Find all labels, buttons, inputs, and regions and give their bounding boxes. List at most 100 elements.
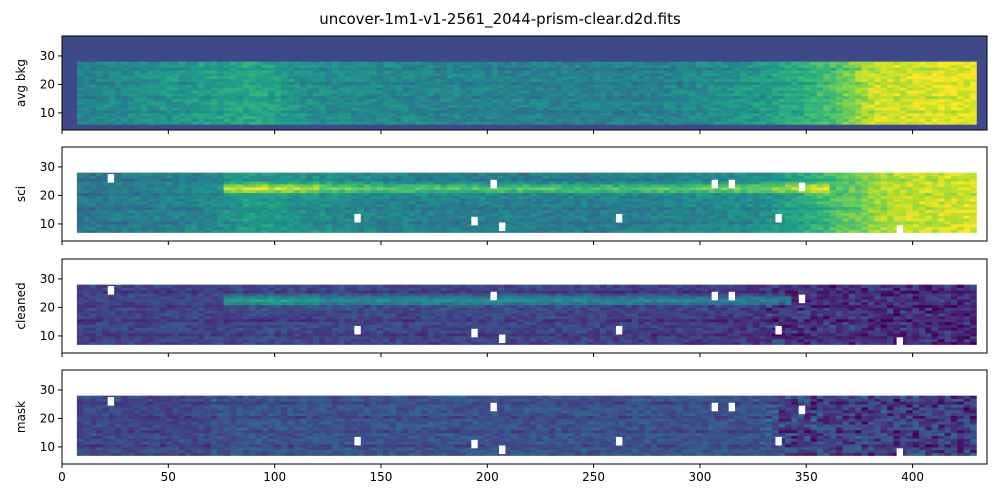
heatmap-cell [485,70,492,74]
heatmap-cell [427,64,435,68]
heatmap-cell [210,98,218,102]
heatmap-cell [644,92,652,97]
heatmap-cell [236,75,244,80]
heatmap-cell [497,178,505,182]
heatmap-cell [185,81,193,85]
heatmap-cell [887,101,894,105]
heatmap-cell [210,172,218,176]
heatmap-cell [625,223,633,228]
heatmap-cell [185,95,193,100]
heatmap-cell [261,104,269,108]
heatmap-cell [261,90,269,94]
heatmap-cell [887,92,894,97]
heatmap-cell [574,118,582,122]
heatmap-cell [96,226,103,231]
heatmap-cell [351,189,358,193]
heatmap-cell [147,178,154,182]
heatmap-cell [561,178,569,182]
heatmap-cell [166,115,173,120]
heatmap-cell [191,221,199,225]
heatmap-cell [593,218,601,222]
heatmap-cell [434,112,441,117]
heatmap-cell [931,67,939,71]
heatmap-cell [159,112,167,117]
heatmap-cell [249,178,256,182]
heatmap-cell [523,189,531,193]
heatmap-cell [599,87,607,91]
heatmap-cell [83,178,91,182]
heatmap-cell [306,92,314,97]
heatmap-cell [574,203,582,208]
heatmap-cell [178,221,186,225]
heatmap-cell [191,115,199,120]
heatmap-cell [96,192,103,196]
heatmap-cell [472,172,480,176]
heatmap-cell [102,87,110,91]
heatmap-cell [383,98,390,102]
heatmap-cell [332,184,339,188]
heatmap-cell [466,87,473,91]
heatmap-cell [612,223,620,228]
heatmap-cell [363,201,371,205]
heatmap-cell [517,78,524,82]
heatmap-cell [925,90,933,94]
heatmap-cell [759,118,767,122]
heatmap-cell [268,223,276,228]
heatmap-cell [153,95,161,100]
heatmap-cell [478,115,486,120]
heatmap-cell [861,67,869,71]
heatmap-cell [102,81,110,85]
heatmap-cell [440,92,448,97]
heatmap-cell [504,189,512,193]
heatmap-cell [867,98,875,102]
heatmap-cell [599,226,607,231]
heatmap-cell [83,73,91,77]
heatmap-cell [938,87,945,91]
heatmap-cell [370,209,378,213]
heatmap-cell [899,112,907,117]
heatmap-cell [778,112,786,117]
heatmap-cell [548,181,556,185]
heatmap-cell [434,70,441,74]
heatmap-cell [159,172,167,176]
heatmap-cell [319,98,327,102]
heatmap-cell [229,198,237,202]
heatmap-cell [376,67,384,71]
heatmap-cell [159,78,167,82]
heatmap-cell [191,229,199,233]
heatmap-cell [568,92,575,97]
heatmap-cell [867,92,875,97]
heatmap-cell [287,70,295,74]
heatmap-cell [300,186,307,191]
heatmap-cell [89,212,97,216]
heatmap-cell [899,95,907,100]
heatmap-cell [651,92,658,97]
heatmap-cell [606,175,614,179]
heatmap-cell [363,81,371,85]
heatmap-cell [89,172,97,176]
heatmap-cell [300,81,307,85]
heatmap-cell [938,73,945,77]
heatmap-cell [389,115,397,120]
heatmap-cell [944,95,952,100]
heatmap-cell [414,84,422,88]
heatmap-cell [867,107,875,111]
heatmap-cell [274,215,282,219]
heatmap-cell [702,101,709,105]
heatmap-cell [293,95,301,100]
heatmap-cell [855,118,862,122]
heatmap-cell [255,203,263,208]
heatmap-cell [383,110,390,114]
heatmap-cell [644,95,652,100]
heatmap-cell [491,104,499,108]
heatmap-cell [402,209,410,213]
heatmap-cell [485,184,492,188]
heatmap-cell [453,78,461,82]
heatmap-cell [370,198,378,202]
heatmap-cell [255,172,263,176]
heatmap-cell [638,98,646,102]
heatmap-cell [580,186,588,191]
heatmap-cell [804,90,811,94]
heatmap-cell [185,92,193,97]
heatmap-cell [312,78,320,82]
